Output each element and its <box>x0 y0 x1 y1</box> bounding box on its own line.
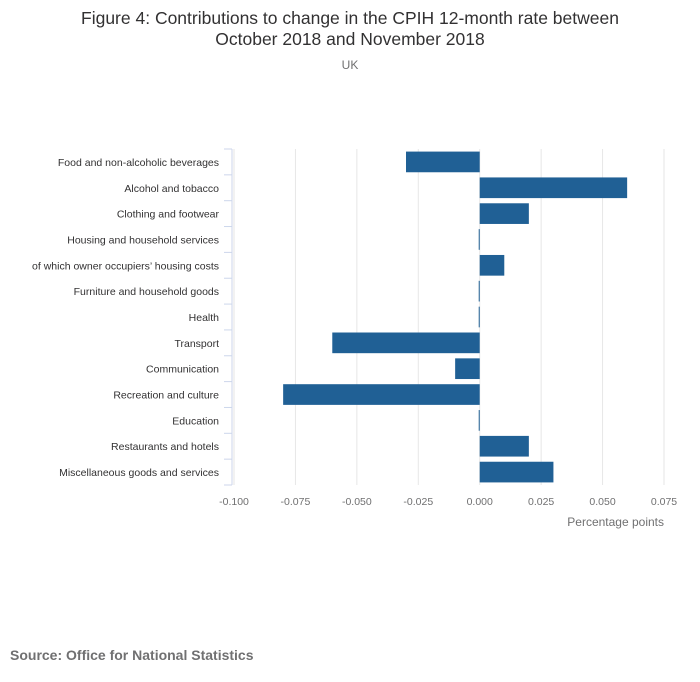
chart-title-line-2: October 2018 and November 2018 <box>215 29 485 49</box>
bar <box>478 229 480 250</box>
x-tick-label: -0.100 <box>219 496 249 508</box>
x-tick-label: 0.075 <box>651 496 677 508</box>
bar <box>479 435 529 457</box>
bar <box>478 306 480 328</box>
bar <box>479 203 529 224</box>
category-label: Recreation and culture <box>113 390 219 402</box>
x-axis-title: Percentage points <box>567 515 664 529</box>
category-label: Communication <box>146 364 219 376</box>
x-tick-label: -0.050 <box>342 496 372 508</box>
category-label: Miscellaneous goods and services <box>59 467 219 479</box>
bar <box>455 358 480 380</box>
category-label: Restaurants and hotels <box>111 441 219 453</box>
category-label: Health <box>189 312 220 324</box>
x-tick-label: -0.025 <box>403 496 433 508</box>
category-label: Food and non-alcoholic beverages <box>58 157 219 169</box>
bar <box>478 410 480 431</box>
bar <box>479 254 505 276</box>
bar <box>406 151 480 173</box>
x-tick-label: -0.075 <box>281 496 311 508</box>
bar <box>283 384 480 405</box>
x-tick-label: 0.050 <box>589 496 615 508</box>
chart-subtitle: UK <box>341 58 359 72</box>
bar <box>332 332 480 354</box>
x-tick-label: 0.025 <box>528 496 554 508</box>
category-label: Alcohol and tobacco <box>124 183 219 195</box>
bar <box>479 177 628 199</box>
chart-title: Figure 4: Contributions to change in the… <box>0 8 700 50</box>
source-note: Source: Office for National Statistics <box>10 647 254 663</box>
chart-title-line-1: Figure 4: Contributions to change in the… <box>81 8 619 28</box>
category-label: Housing and household services <box>67 234 219 246</box>
x-tick-label: 0.000 <box>467 496 493 508</box>
category-label: Transport <box>174 338 219 350</box>
category-label: Clothing and footwear <box>117 209 220 221</box>
category-label: Furniture and household goods <box>74 286 219 298</box>
category-label: of which owner occupiers’ housing costs <box>32 260 219 272</box>
bar <box>478 280 480 302</box>
category-label: Education <box>172 415 219 427</box>
bar <box>479 461 554 483</box>
